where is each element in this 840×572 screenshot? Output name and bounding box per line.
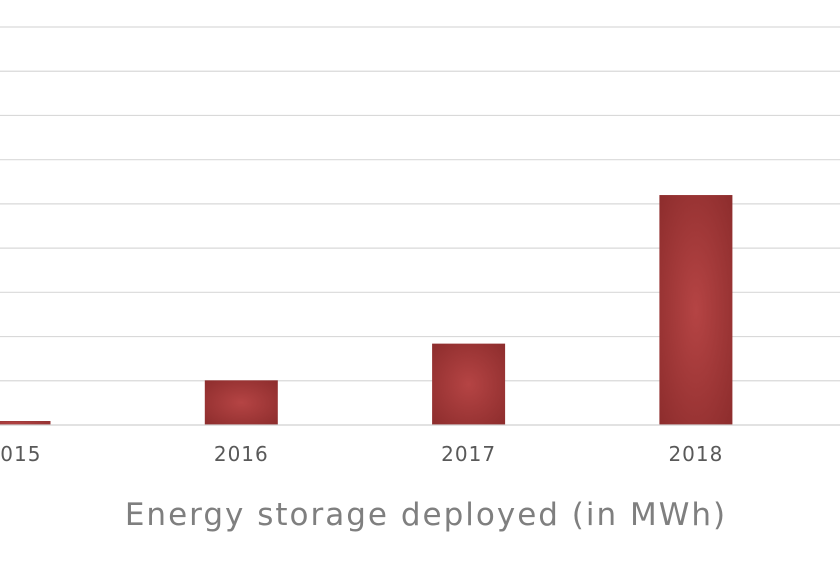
x-tick-label-2016: 2016 [214, 442, 269, 466]
x-tick-labels: 2015 2016 2017 2018 [0, 442, 723, 466]
bar-2017 [432, 343, 506, 425]
x-tick-label-2017: 2017 [441, 442, 496, 466]
gridlines [0, 26, 840, 382]
x-tick-label-2018: 2018 [668, 442, 723, 466]
bars [0, 195, 733, 425]
bar-2018 [659, 195, 733, 425]
chart-title: Energy storage deployed (in MWh) [125, 497, 727, 533]
bar-2015 [0, 421, 51, 425]
bar-2016 [204, 380, 278, 425]
x-tick-label-2015: 2015 [0, 442, 41, 466]
